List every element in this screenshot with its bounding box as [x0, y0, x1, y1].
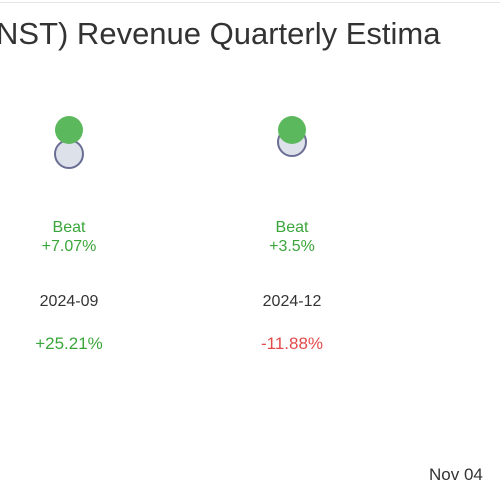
- period-label: 2024-09: [40, 293, 99, 310]
- actual-marker: [55, 116, 83, 144]
- chart-title: NST) Revenue Quarterly Estima: [0, 16, 441, 51]
- change-label: -11.88%: [261, 334, 323, 353]
- surprise-label: +7.07%: [42, 238, 97, 255]
- footer-date: Nov 04: [429, 465, 483, 484]
- quarters-group: Beat +7.07% 2024-09 +25.21% Beat +3.5% 2024-12…: [35, 116, 323, 353]
- surprise-label: +3.5%: [269, 238, 315, 255]
- estimate-marker: [54, 139, 84, 169]
- change-label: +25.21%: [35, 334, 103, 353]
- result-label: Beat: [53, 219, 86, 236]
- actual-marker: [278, 116, 306, 144]
- result-label: Beat: [276, 219, 309, 236]
- period-label: 2024-12: [263, 293, 322, 310]
